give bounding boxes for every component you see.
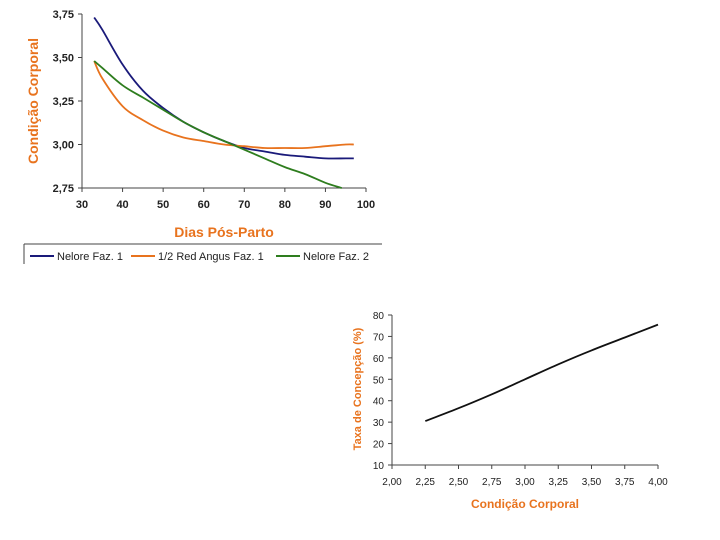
chart1-x-tick-label: 30 — [76, 199, 88, 211]
chart1-series — [93, 16, 354, 189]
chart2-x-tick-label: 2,50 — [449, 477, 469, 488]
chart1-legend: Nelore Faz. 1 1/2 Red Angus Faz. 1 Nelor… — [23, 243, 382, 264]
chart-condicao-corporal: 2,75 3,00 3,25 3,50 3,75 30 40 50 60 70 80 90 100 D… — [23, 9, 382, 264]
chart1-x-ticks: 30 40 50 60 70 80 90 100 — [76, 188, 375, 211]
chart2-series-taxa-de-concep-o — [424, 323, 659, 422]
chart2-y-tick-label: 40 — [373, 397, 385, 408]
chart1-series-1-2-red-angus-faz-1 — [93, 60, 354, 150]
legend-label-red-angus-faz-1: 1/2 Red Angus Faz. 1 — [158, 251, 264, 263]
chart2-x-ticks: 2,00 2,25 2,50 2,75 3,00 3,25 3,50 3,75 4,00 — [382, 465, 668, 488]
chart2-y-tick-label: 70 — [373, 332, 385, 343]
chart1-y-tick-label: 3,00 — [53, 140, 74, 152]
chart2-y-tick-label: 10 — [373, 461, 385, 472]
chart1-x-tick-label: 50 — [157, 199, 169, 211]
chart2-y-tick-label: 20 — [373, 440, 385, 451]
legend-label-nelore-faz-2: Nelore Faz. 2 — [303, 251, 369, 263]
chart1-x-tick-label: 40 — [116, 199, 128, 211]
chart2-x-tick-label: 4,00 — [648, 477, 668, 488]
chart2-x-tick-label: 3,50 — [582, 477, 602, 488]
chart-taxa-concepcao: 10 20 30 40 50 60 70 80 2,00 2,25 2,50 2,75 3,00 3,2… — [352, 311, 668, 511]
chart2-series — [424, 323, 659, 422]
chart2-y-tick-label: 50 — [373, 375, 385, 386]
chart2-x-axis-title: Condição Corporal — [471, 497, 579, 511]
chart1-x-tick-label: 80 — [279, 199, 291, 211]
chart1-y-axis-title: Condição Corporal — [25, 38, 41, 164]
chart1-series-nelore-faz-1 — [93, 16, 354, 160]
chart1-y-tick-label: 2,75 — [53, 183, 74, 195]
chart1-x-axis-title: Dias Pós-Parto — [174, 224, 274, 240]
chart2-y-axis-title: Taxa de Concepção (%) — [352, 327, 364, 450]
chart2-x-tick-label: 3,25 — [549, 477, 569, 488]
legend-label-nelore-faz-1: Nelore Faz. 1 — [57, 251, 123, 263]
chart1-series-nelore-faz-2 — [93, 60, 342, 189]
chart2-y-ticks: 10 20 30 40 50 60 70 80 — [373, 311, 392, 472]
chart2-y-tick-label: 60 — [373, 354, 385, 365]
chart1-x-tick-label: 90 — [319, 199, 331, 211]
chart2-x-tick-label: 3,00 — [515, 477, 535, 488]
chart2-y-tick-label: 80 — [373, 311, 385, 322]
chart2-x-tick-label: 2,00 — [382, 477, 402, 488]
chart2-x-tick-label: 3,75 — [615, 477, 635, 488]
chart2-x-tick-label: 2,25 — [416, 477, 436, 488]
chart1-y-tick-label: 3,50 — [53, 53, 74, 65]
chart1-y-tick-label: 3,25 — [53, 96, 74, 108]
chart1-x-tick-label: 70 — [238, 199, 250, 211]
chart1-y-tick-label: 3,75 — [53, 9, 74, 21]
chart2-y-tick-label: 30 — [373, 418, 385, 429]
chart1-x-tick-label: 60 — [198, 199, 210, 211]
chart2-x-tick-label: 2,75 — [482, 477, 502, 488]
chart1-x-tick-label: 100 — [357, 199, 375, 211]
chart1-y-ticks: 2,75 3,00 3,25 3,50 3,75 — [53, 9, 82, 195]
